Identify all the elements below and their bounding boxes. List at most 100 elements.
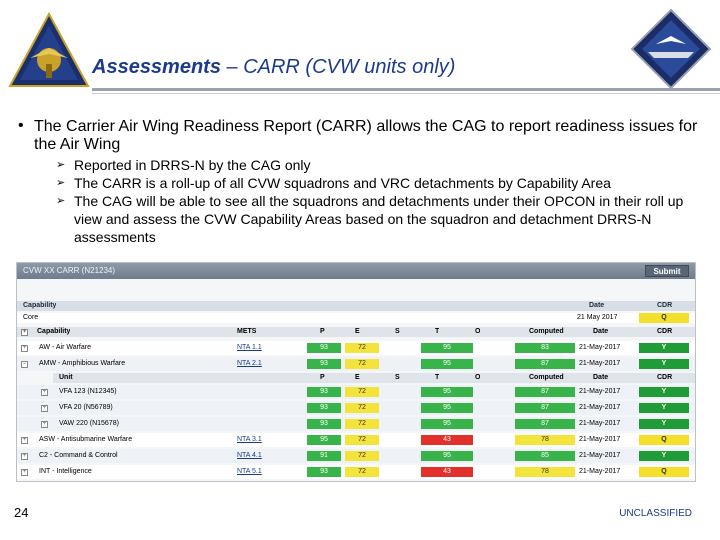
sub-bullet-text: Reported in DRRS-N by the CAG only bbox=[74, 157, 311, 173]
mets-link[interactable]: NTA 4.1 bbox=[237, 452, 262, 459]
sub-bullet-list: ➢ Reported in DRRS-N by the CAG only ➢ The… bbox=[56, 156, 696, 246]
arrow-bullet-icon: ➢ bbox=[56, 159, 66, 171]
cdr-value[interactable]: Y bbox=[639, 343, 689, 353]
mets-link[interactable]: NTA 1.1 bbox=[237, 344, 262, 351]
e-score: 72 bbox=[345, 387, 379, 397]
main-bullet-text: The Carrier Air Wing Readiness Report (C… bbox=[34, 118, 698, 153]
computed-score: 85 bbox=[515, 451, 575, 461]
p-score: 93 bbox=[307, 359, 341, 369]
title-rule bbox=[92, 88, 720, 91]
capability-header-row: Capability Date CDR bbox=[17, 301, 695, 311]
mets-link[interactable]: NTA 5.1 bbox=[237, 468, 262, 475]
core-date: 21 May 2017 bbox=[577, 314, 618, 321]
expand-icon[interactable]: + bbox=[41, 421, 48, 428]
e-score: 72 bbox=[345, 451, 379, 461]
col-e: E bbox=[355, 328, 360, 335]
e-score: 72 bbox=[345, 403, 379, 413]
submit-button[interactable]: Submit bbox=[645, 265, 689, 277]
arrow-bullet-icon: ➢ bbox=[56, 177, 66, 189]
t-score: 95 bbox=[421, 419, 473, 429]
p-score: 93 bbox=[307, 343, 341, 353]
sub-bullet: ➢ The CAG will be able to see all the squ… bbox=[56, 192, 696, 246]
mets-link[interactable]: NTA 3.1 bbox=[237, 436, 262, 443]
col-p: P bbox=[320, 328, 325, 335]
slide-title-main: Assessments bbox=[92, 56, 221, 78]
computed-score: 78 bbox=[515, 435, 575, 445]
expand-icon[interactable]: + bbox=[41, 405, 48, 412]
col-computed: Computed bbox=[529, 374, 564, 381]
slide-title-sub: – CARR (CVW units only) bbox=[220, 56, 456, 78]
expand-icon[interactable]: + bbox=[21, 453, 28, 460]
computed-score: 78 bbox=[515, 467, 575, 477]
cdr-value[interactable]: Y bbox=[639, 359, 689, 369]
col-cdr: CDR bbox=[657, 328, 673, 335]
computed-score: 87 bbox=[515, 387, 575, 397]
table-row[interactable]: + AW - Air Warfare NTA 1.1 93 72 95 83 2… bbox=[17, 341, 695, 355]
unit-name: VFA 20 (N56789) bbox=[59, 404, 113, 411]
carrier-wing-logo bbox=[630, 8, 712, 90]
col-date: Date bbox=[593, 374, 609, 381]
table-row[interactable]: − AMW - Amphibious Warfare NTA 2.1 93 72… bbox=[17, 357, 695, 371]
unit-columns-row: Unit P E S T O Computed Date CDR bbox=[53, 373, 695, 383]
col-t: T bbox=[435, 328, 440, 335]
cdr-value[interactable]: Q bbox=[639, 467, 689, 477]
expand-icon[interactable]: + bbox=[21, 437, 28, 444]
p-score: 93 bbox=[307, 419, 341, 429]
col-t: T bbox=[435, 374, 440, 381]
mets-link[interactable]: NTA 2.1 bbox=[237, 360, 262, 367]
col-o: O bbox=[475, 374, 481, 381]
cdr-value[interactable]: Y bbox=[639, 451, 689, 461]
capability-header-cdr: CDR bbox=[657, 302, 673, 309]
t-score: 43 bbox=[421, 435, 473, 445]
unit-row[interactable]: + VAW 220 (N15678) 93 72 95 87 21-May-20… bbox=[17, 417, 695, 431]
computed-score: 87 bbox=[515, 359, 575, 369]
expand-icon[interactable]: + bbox=[21, 345, 28, 352]
main-bullet: • The Carrier Air Wing Readiness Report … bbox=[18, 117, 708, 154]
computed-score: 83 bbox=[515, 343, 575, 353]
capability-name: AW - Air Warfare bbox=[39, 344, 91, 351]
col-s: S bbox=[395, 328, 400, 335]
capability-header-date: Date bbox=[589, 302, 605, 309]
p-score: 95 bbox=[307, 435, 341, 445]
e-score: 72 bbox=[345, 419, 379, 429]
title-rule-thin bbox=[92, 93, 720, 94]
core-cdr: Q bbox=[639, 313, 689, 323]
t-score: 95 bbox=[421, 387, 473, 397]
t-score: 95 bbox=[421, 343, 473, 353]
expand-icon[interactable]: + bbox=[21, 329, 28, 336]
cdr-value[interactable]: Y bbox=[639, 387, 689, 397]
table-row[interactable]: + INT - Intelligence NTA 5.1 93 72 43 78… bbox=[17, 465, 695, 479]
table-row[interactable]: + ASW - Antisubmarine Warfare NTA 3.1 95… bbox=[17, 433, 695, 447]
capability-name: AMW - Amphibious Warfare bbox=[39, 360, 126, 367]
e-score: 72 bbox=[345, 359, 379, 369]
collapse-icon[interactable]: − bbox=[21, 361, 28, 368]
e-score: 72 bbox=[345, 467, 379, 477]
capability-name: ASW - Antisubmarine Warfare bbox=[39, 436, 133, 443]
core-label: Core bbox=[23, 314, 39, 321]
sub-bullet-text: The CARR is a roll-up of all CVW squadro… bbox=[74, 175, 611, 191]
row-date: 21-May-2017 bbox=[579, 468, 621, 475]
sub-bullet-text: The CAG will be able to see all the squa… bbox=[74, 193, 684, 245]
unit-row[interactable]: + VFA 123 (N12345) 93 72 95 87 21-May-20… bbox=[17, 385, 695, 399]
app-title: CVW XX CARR (N21234) bbox=[23, 266, 116, 275]
e-score: 72 bbox=[345, 343, 379, 353]
computed-score: 87 bbox=[515, 403, 575, 413]
col-e: E bbox=[355, 374, 360, 381]
p-score: 93 bbox=[307, 403, 341, 413]
table-row[interactable]: + C2 - Command & Control NTA 4.1 91 72 9… bbox=[17, 449, 695, 463]
expand-icon[interactable]: + bbox=[41, 389, 48, 396]
row-date: 21-May-2017 bbox=[579, 344, 621, 351]
unit-name: VAW 220 (N15678) bbox=[59, 420, 119, 427]
cdr-value[interactable]: Q bbox=[639, 435, 689, 445]
expand-icon[interactable]: + bbox=[21, 469, 28, 476]
p-score: 91 bbox=[307, 451, 341, 461]
cdr-value[interactable]: Y bbox=[639, 403, 689, 413]
col-computed: Computed bbox=[529, 328, 564, 335]
unit-row[interactable]: + VFA 20 (N56789) 93 72 95 87 21-May-201… bbox=[17, 401, 695, 415]
col-capability: Capability bbox=[37, 328, 71, 335]
row-date: 21-May-2017 bbox=[579, 420, 621, 427]
slide-title: Assessments – CARR (CVW units only) bbox=[92, 56, 455, 79]
cdr-value[interactable]: Y bbox=[639, 419, 689, 429]
carr-app-window: CVW XX CARR (N21234) Submit Capability D… bbox=[16, 262, 696, 482]
col-p: P bbox=[320, 374, 325, 381]
